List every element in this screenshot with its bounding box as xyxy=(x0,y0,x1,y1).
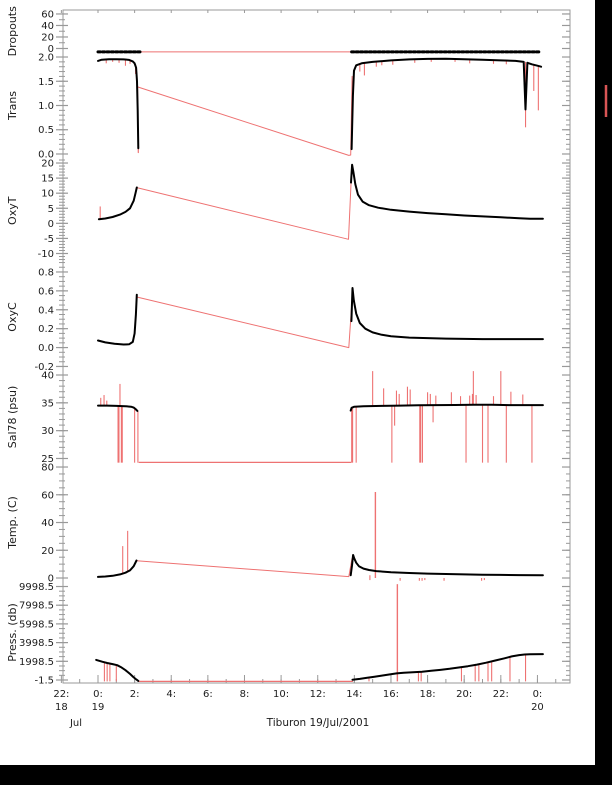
y-tick-label: 1.5 xyxy=(38,77,54,88)
date-label: 20 xyxy=(531,702,544,713)
date-label: 19 xyxy=(92,702,105,713)
y-tick-label: 0 xyxy=(48,44,54,55)
panel-press-db-: -1.5 1998.5 3998.5 5998.5 7998.5 9998.5Press.… xyxy=(6,582,570,687)
y-tick-label: -1.5 xyxy=(34,676,54,687)
x-tick-label: 22: xyxy=(493,689,509,700)
data-series xyxy=(349,554,544,577)
y-tick-label: 5998.5 xyxy=(19,619,54,630)
plot-title: Tiburon 19/Jul/2001 xyxy=(266,717,370,729)
y-tick-label: 15 xyxy=(41,174,54,185)
y-tick-label: 40 xyxy=(41,371,54,382)
data-series xyxy=(97,186,138,221)
y-tick-label: 5 xyxy=(48,204,54,215)
y-tick-label: 1.0 xyxy=(38,101,54,112)
flag-series xyxy=(136,170,353,240)
y-tick-label: 3998.5 xyxy=(19,638,54,649)
y-tick-label: 0 xyxy=(48,574,54,585)
x-tick-label: 4: xyxy=(166,689,176,700)
panel-ylabel: OxyC xyxy=(6,302,19,332)
x-tick-label: 2: xyxy=(130,689,140,700)
y-tick-label: 10 xyxy=(41,189,54,200)
y-tick-label: 60 xyxy=(41,490,54,501)
panel-ylabel: Sal78 (psu) xyxy=(6,386,19,449)
panel-ylabel: Trans xyxy=(6,91,19,121)
panel-trans: 0.0 0.5 1.0 1.5 2.0 Trans xyxy=(6,53,570,160)
y-tick-label: 0.8 xyxy=(38,267,54,278)
data-series xyxy=(350,57,543,151)
x-tick-label: 10: xyxy=(273,689,289,700)
x-tick-label: 16: xyxy=(383,689,399,700)
data-series xyxy=(97,293,138,346)
y-tick-label: 0.2 xyxy=(38,324,54,335)
y-tick-label: 40 xyxy=(41,518,54,529)
y-tick-label: 0.0 xyxy=(38,343,54,354)
y-tick-label: 0.0 xyxy=(38,149,54,160)
panel-ylabel: OxyT xyxy=(6,196,19,225)
month-label: Jul xyxy=(69,718,82,729)
right-black-bar xyxy=(595,0,612,785)
bottom-black-bar xyxy=(0,765,612,785)
plot-box xyxy=(62,9,571,684)
data-series xyxy=(350,287,544,341)
data-series xyxy=(97,58,140,150)
y-tick-label: 35 xyxy=(41,398,54,409)
y-tick-label: 40 xyxy=(41,21,54,32)
y-tick-label: 7998.5 xyxy=(19,601,54,612)
panel-temp-c-: 0 20 40 60 80 Temp. (C) xyxy=(6,463,570,585)
x-tick-label: 22: xyxy=(53,689,69,700)
y-tick-label: 20 xyxy=(41,159,54,170)
data-series xyxy=(95,658,140,682)
y-tick-label: -0.2 xyxy=(34,362,54,373)
x-tick-label: 12: xyxy=(310,689,326,700)
y-tick-label: 0 xyxy=(48,219,54,230)
y-tick-label: 30 xyxy=(41,426,54,437)
x-tick-label: 8: xyxy=(240,689,250,700)
y-tick-label: 0.6 xyxy=(38,286,54,297)
panel-sal78-psu-: 25 30 35 40 Sal78 (psu) xyxy=(6,371,570,465)
panel-oxyt: -10 -5 0 5 10 15 20 OxyT xyxy=(6,159,570,264)
x-tick-label: 14: xyxy=(346,689,362,700)
y-tick-label: 0.4 xyxy=(38,305,54,316)
data-series xyxy=(349,403,544,412)
y-tick-label: 1998.5 xyxy=(19,657,54,668)
y-tick-label: 0.5 xyxy=(38,125,54,136)
y-tick-label: 25 xyxy=(41,454,54,465)
data-series xyxy=(350,163,544,220)
y-tick-label: -10 xyxy=(38,249,54,260)
y-tick-label: 80 xyxy=(41,463,54,474)
y-tick-label: 20 xyxy=(41,32,54,43)
y-tick-label: -5 xyxy=(44,234,54,245)
x-tick-label: 20: xyxy=(456,689,472,700)
flag-series xyxy=(137,75,353,156)
x-tick-label: 0: xyxy=(93,689,103,700)
x-tick-label: 6: xyxy=(203,689,213,700)
data-series xyxy=(351,653,544,681)
panel-oxyc: -0.2 0.0 0.2 0.4 0.6 0.8 OxyC xyxy=(6,266,570,373)
x-tick-label: 18: xyxy=(420,689,436,700)
panel-ylabel: Press. (db) xyxy=(6,603,19,662)
date-label: 18 xyxy=(55,702,68,713)
data-series xyxy=(97,404,139,412)
y-tick-label: 2.0 xyxy=(38,53,54,64)
y-tick-label: 60 xyxy=(41,9,54,20)
y-tick-label: 20 xyxy=(41,546,54,557)
y-tick-label: 9998.5 xyxy=(19,582,54,593)
panel-ylabel: Dropouts xyxy=(6,6,19,56)
x-tick-label: 0: xyxy=(533,689,543,700)
data-series xyxy=(97,559,138,578)
panel-ylabel: Temp. (C) xyxy=(6,496,19,550)
flag-series xyxy=(136,296,353,349)
flag-series xyxy=(136,558,353,578)
